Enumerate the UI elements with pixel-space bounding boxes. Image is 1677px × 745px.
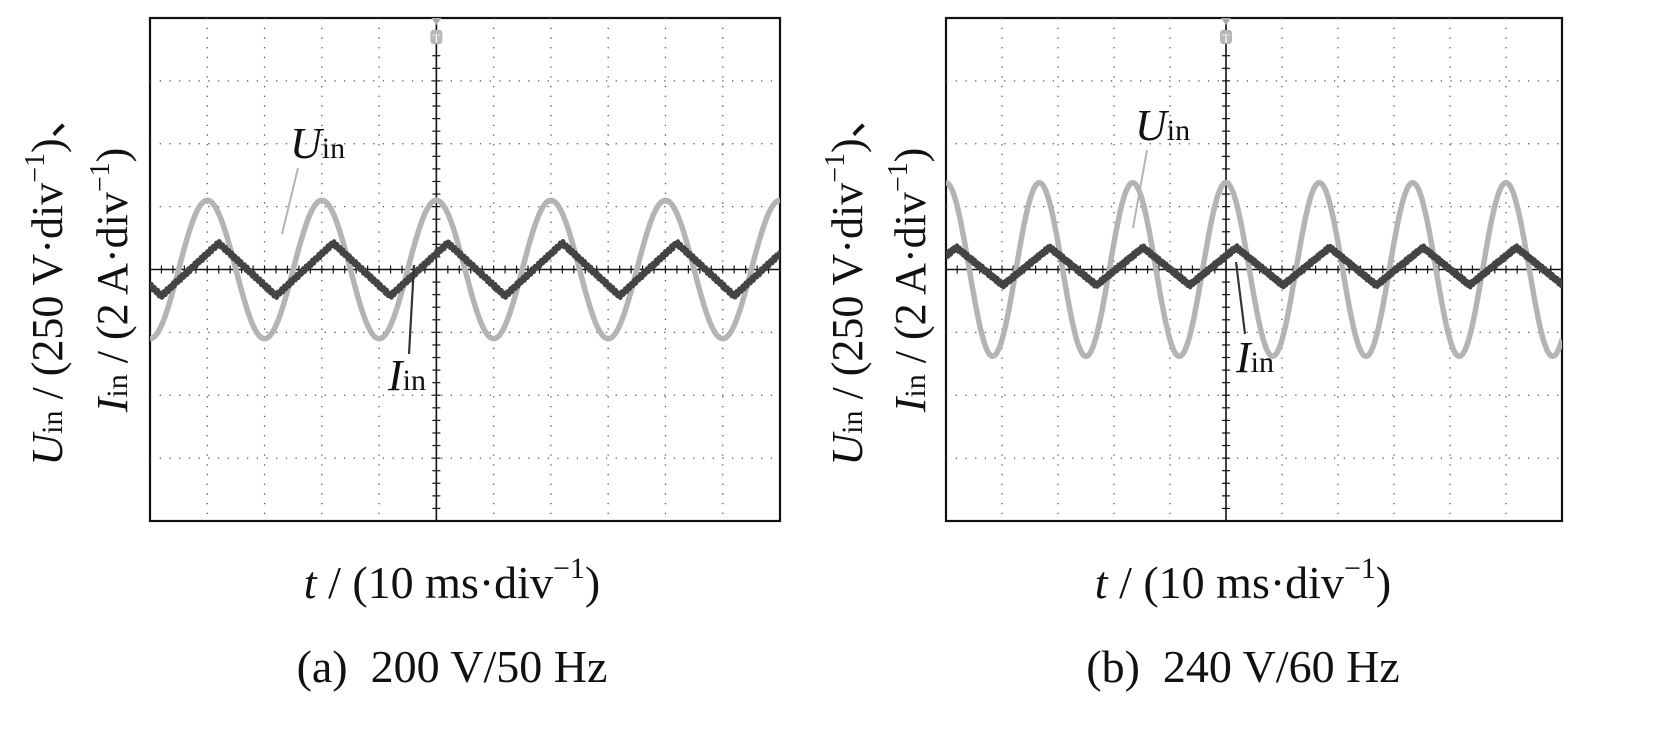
i-in-leader-line [1234, 261, 1247, 335]
waveforms [150, 197, 780, 342]
trigger-arrow-icon [431, 18, 442, 25]
trigger-arrow-icon [1221, 18, 1231, 25]
y-axis-label-voltage: Uin / (250 V·div−1)、 [820, 94, 872, 465]
trigger-label: T [1222, 31, 1230, 45]
trigger-marker: T [430, 18, 443, 45]
x-axis-label: t / (10 ms·div−1) [1095, 552, 1391, 608]
u-in-leader-line [1132, 149, 1148, 229]
panel-caption: (a) 200 V/50 Hz [297, 641, 608, 692]
panel-a: T Uin Iin Uin / (250 V·div−1)、Iin / (2 A·di… [20, 16, 782, 692]
series-i-in [150, 239, 780, 300]
waveforms [946, 179, 1562, 360]
trigger-badge [1220, 30, 1232, 44]
panel-b: T Uin Iin Uin / (250 V·div−1)、Iin / (2 A·di… [820, 16, 1564, 692]
trigger-marker: T [1220, 18, 1232, 45]
u-in-series-label: Uin [290, 119, 345, 168]
trigger-badge [430, 30, 443, 44]
y-axis-label-voltage: Uin / (250 V·div−1)、 [20, 94, 72, 465]
u-in-leader-line [281, 167, 299, 235]
i-in-series-label: Iin [387, 351, 426, 400]
series-u-in [150, 197, 780, 342]
panel-caption: (b) 240 V/60 Hz [1086, 641, 1399, 692]
y-axis-label-current: Iin / (2 A·div−1) [85, 148, 137, 414]
u-in-series-label: Uin [1135, 101, 1190, 150]
x-axis-label: t / (10 ms·div−1) [304, 552, 600, 608]
trigger-label: T [433, 31, 441, 45]
i-in-series-label: Iin [1235, 333, 1274, 382]
y-axis-label-current: Iin / (2 A·div−1) [883, 148, 935, 414]
series-u-in [946, 179, 1562, 360]
series-i-in [946, 243, 1562, 290]
i-in-leader-line [407, 264, 416, 355]
